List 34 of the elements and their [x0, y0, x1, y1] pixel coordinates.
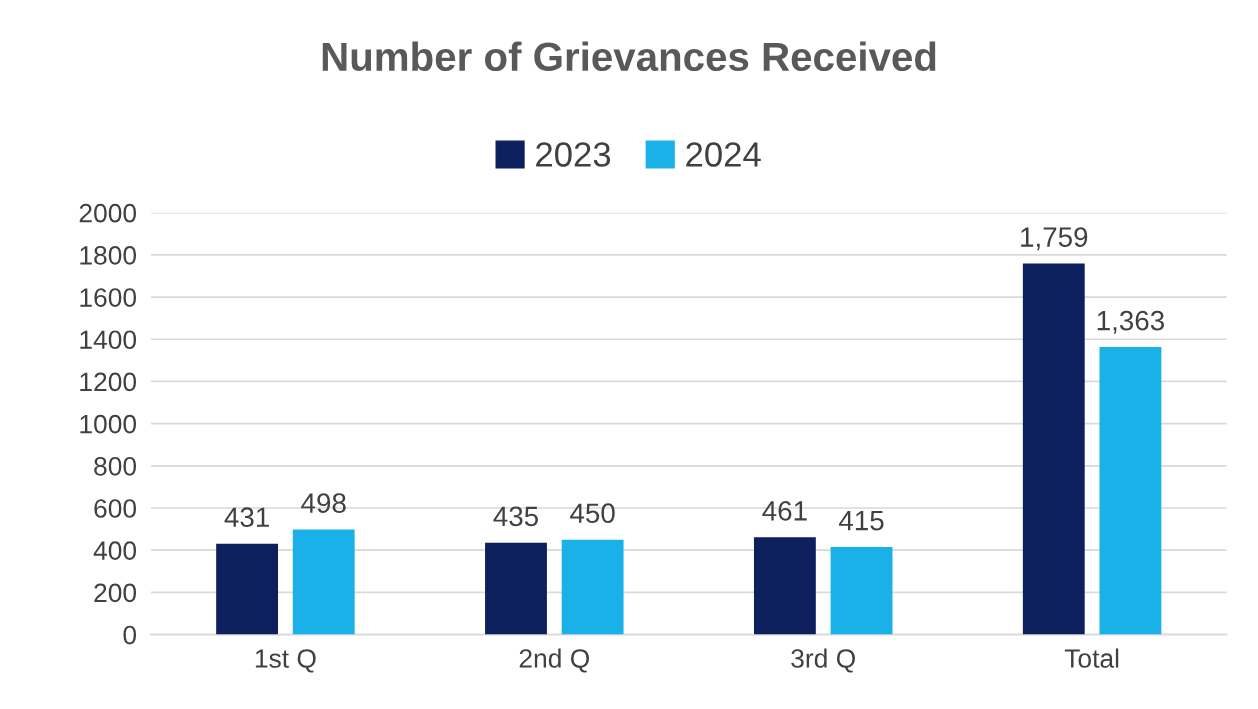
data-label: 1,759 — [1021, 227, 1088, 251]
legend-label: 2023 — [536, 142, 611, 167]
bar — [292, 529, 355, 635]
data-label: 450 — [570, 503, 615, 524]
y-tick-label: 1200 — [80, 372, 137, 392]
bar — [485, 542, 547, 635]
x-tick-label: 1st Q — [255, 649, 316, 673]
y-tick-label: 400 — [93, 541, 137, 561]
data-label: 431 — [224, 507, 269, 528]
bar — [216, 543, 279, 635]
bar — [1022, 263, 1085, 635]
legend-label: 2024 — [686, 142, 761, 167]
x-tick-label: 3rd Q — [791, 648, 855, 673]
y-tick-label: 1600 — [80, 288, 137, 307]
bar — [1099, 347, 1162, 635]
y-tick-label: 1800 — [80, 246, 137, 265]
chart-title: Number of Grievances Received — [322, 41, 936, 72]
y-tick-label: 200 — [94, 583, 137, 603]
data-label: 1,363 — [1097, 310, 1164, 334]
x-tick-label: 2nd Q — [519, 648, 589, 673]
bar — [561, 539, 624, 635]
bar — [753, 537, 816, 635]
data-label: 435 — [493, 506, 538, 527]
y-tick-label: 1000 — [80, 414, 137, 434]
y-tick-label: 0 — [123, 625, 137, 645]
y-tick-label: 2000 — [79, 203, 137, 223]
y-tick-label: 1400 — [80, 330, 137, 350]
x-tick-label: Total — [1064, 648, 1119, 668]
data-label: 498 — [301, 493, 346, 513]
y-tick-label: 600 — [94, 499, 137, 518]
bar — [830, 547, 893, 635]
data-label: 461 — [762, 501, 807, 521]
y-tick-label: 800 — [94, 456, 137, 476]
data-label: 415 — [838, 511, 884, 531]
